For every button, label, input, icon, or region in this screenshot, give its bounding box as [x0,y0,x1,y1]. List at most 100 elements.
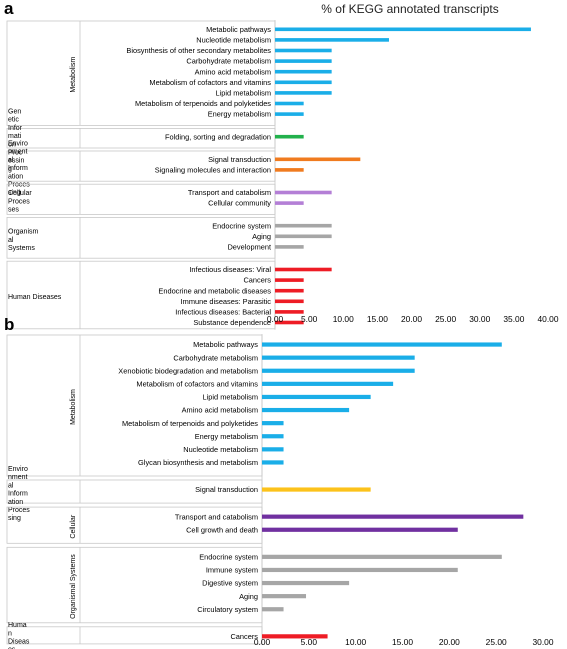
chart-a-title: % of KEGG annotated transcripts [321,2,498,16]
chart-a-category-label-lipid-metabolism: Lipid metabolism [216,89,271,98]
chart-b-bar-lipid-metabolism [262,394,371,400]
chart-a-bar-aging [275,234,332,239]
chart-a-group-label-1-line-6: essin [8,158,24,165]
chart-b-category-label-metabolism-of-cofactors-and-vitamins: Metabolism of cofactors and vitamins [136,379,258,388]
chart-b-x-tick-label-0: 0.00 [254,637,271,647]
chart-a-x-tick-label-8: 40.00 [538,314,559,324]
chart-b-category-label-carbohydrate-metabolism: Carbohydrate metabolism [173,353,258,362]
chart-b-group-label-1-line-3: Inform [8,491,28,498]
chart-b-group-label-1-line-6: sing [8,515,21,522]
chart-b-category-label-nucleotide-metabolism: Nucleotide metabolism [183,445,258,454]
chart-a: Metabolic pathways Nucleotide metabolismB… [6,20,559,330]
chart-b-category-label-glycan-biosynthesis-and-metabolism: Glycan biosynthesis and metabolism [138,458,258,467]
chart-a-group-label-5-line-0: Human Diseases [8,294,62,301]
chart-b-bar-energy-metabolism [262,434,284,439]
chart-b-category-label-immune-system: Immune system [206,566,258,575]
chart-a-bar-immune-diseases-parasitic [275,299,304,304]
chart-a-group-label-1-line-7: g [8,166,12,173]
chart-a-bar-lipid-metabolism [275,91,332,95]
chart-a-bar-cellular-community [275,201,304,205]
chart-a-category-label-energy-metabolism: Energy metabolism [208,110,271,119]
chart-b-group-label-1-line-1: nment [8,474,28,481]
chart-a-group-label-3-line-1: Proces [8,198,30,205]
chart-a-x-tick-label-0: 0.00 [267,314,284,324]
chart-a-category-label-metabolism-of-cofactors-and-vitamins: Metabolism of cofactors and vitamins [149,78,271,87]
chart-b-group-label-3: Organismal Systems [70,554,77,619]
chart-a-group-label-2-line-5: Proces [8,182,30,189]
chart-b-bar-metabolism-of-cofactors-and-vitamins [262,381,394,386]
chart-a-x-tick-label-1: 5.00 [301,314,318,324]
chart-b-bar-amino-acid-metabolism [262,407,350,413]
chart-a-bar-amino-acid-metabolism [275,69,332,74]
chart-b-bar-cancers [262,634,328,639]
chart-a-group-label-1-line-0: Gen [8,109,21,116]
chart-a-bar-development [275,245,304,249]
chart-a-group-label-0: Metabolism [70,57,77,93]
chart-a-group-label-4-line-0: Organism [8,229,39,236]
chart-a-bar-infectious-diseases-bacterial [275,310,304,314]
chart-a-category-label-signal-transduction: Signal transduction [208,155,271,164]
chart-a-group-label-1-line-5: Proc [8,150,23,157]
chart-a-group-label-1-line-2: Infor [8,125,23,132]
chart-a-category-label-amino-acid-metabolism: Amino acid metabolism [195,67,271,76]
chart-b-bar-immune-system [262,567,458,573]
chart-a-category-label-transport-and-catabolism: Transport and catabolism [188,188,271,197]
chart-b-group-label-2: Cellular [70,514,77,538]
chart-a-category-label-substance-dependence: Substance dependence [193,318,271,327]
chart-b-category-label-endocrine-system: Endocrine system [199,552,258,561]
chart-a-category-label-nucleotide-metabolism: Nucleotide metabolism [196,36,271,45]
chart-a-group-label-4-line-1: al [8,237,14,244]
chart-a-bar-carbohydrate-metabolism [275,59,332,63]
chart-a-bar-infectious-diseases-viral [275,267,332,272]
chart-a-bar-cancers [275,278,304,282]
chart-b-group-label-1-line-2: al [8,482,14,489]
chart-b-bar-digestive-system [262,580,350,586]
chart-a-category-label-cancers: Cancers [243,276,271,285]
chart-a-bar-transport-and-catabolism [275,190,332,195]
chart-a-group-label-2-line-2: al [8,157,14,164]
chart-a-group-label-3-line-0: Cellular [8,190,32,197]
chart-b-group-label-4-line-1: n [8,630,12,637]
chart-a-group-label-3-line-2: ses [8,207,19,214]
chart-b-group-label-1-line-4: ation [8,499,23,506]
chart-b-category-label-xenobiotic-biodegradation-and-metabolism: Xenobiotic biodegradation and metabolism [118,366,258,375]
chart-a-bar-nucleotide-metabolism [275,38,389,42]
chart-a-bar-metabolic-pathways [275,27,531,32]
chart-b-bar-transport-and-catabolism [262,514,524,519]
chart-a-category-label-endocrine-system: Endocrine system [212,221,271,230]
chart-a-bar-signaling-molecules-and-interaction [275,168,304,172]
chart-b-bar-nucleotide-metabolism [262,447,284,452]
chart-a-group-label-2-line-6: sing [8,190,21,197]
chart-a-category-label-endocrine-and-metabolic-diseases: Endocrine and metabolic diseases [158,286,271,295]
panel-b-letter: b [4,315,14,334]
chart-a-group-label-1-line-1: etic [8,117,19,124]
chart-a-group-label-2-line-1: nment [8,149,28,156]
chart-a-bar-substance-dependence [275,320,304,325]
chart-b-category-label-cell-growth-and-death: Cell growth and death [186,525,258,534]
chart-a-category-label-metabolism-of-terpenoids-and-polyketides: Metabolism of terpenoids and polyketides [135,99,271,108]
chart-b-group-label-4-line-2: Diseas [8,638,30,645]
chart-b-bar-endocrine-system [262,554,502,559]
chart-b-bar-aging [262,594,307,599]
chart-a-bar-metabolism-of-terpenoids-and-polyketides [275,101,304,106]
chart-a-x-tick-label-2: 10.00 [333,314,354,324]
chart-a-bar-metabolism-of-cofactors-and-vitamins [275,80,332,85]
chart-b-bar-circulatory-system [262,607,284,612]
chart-a-category-label-infectious-diseases-bacterial: Infectious diseases: Bacterial [175,308,271,317]
chart-a-group-label-2-line-0: Enviro [8,141,28,148]
chart-a-group-label-2-line-4: ation [8,173,23,180]
chart-a-category-label-development: Development [227,243,271,252]
chart-b-group-label-4-line-0: Huma [8,622,27,629]
chart-a-bar-endocrine-system [275,223,332,228]
chart-a-group-label-4-line-2: Systems [8,245,35,252]
chart-b-group-label-1-line-0: Enviro [8,466,28,473]
chart-b-group-label-4-line-3: es [8,647,16,649]
chart-b-category-label-digestive-system: Digestive system [202,579,258,588]
chart-a-category-label-carbohydrate-metabolism: Carbohydrate metabolism [186,57,271,66]
chart-b-x-tick-label-1: 5.00 [301,637,318,647]
chart-a-category-label-cellular-community: Cellular community [208,199,271,208]
chart-a-bar-energy-metabolism [275,112,304,116]
chart-a-category-label-infectious-diseases-viral: Infectious diseases: Viral [189,265,271,274]
chart-b-category-label-amino-acid-metabolism: Amino acid metabolism [182,406,258,415]
